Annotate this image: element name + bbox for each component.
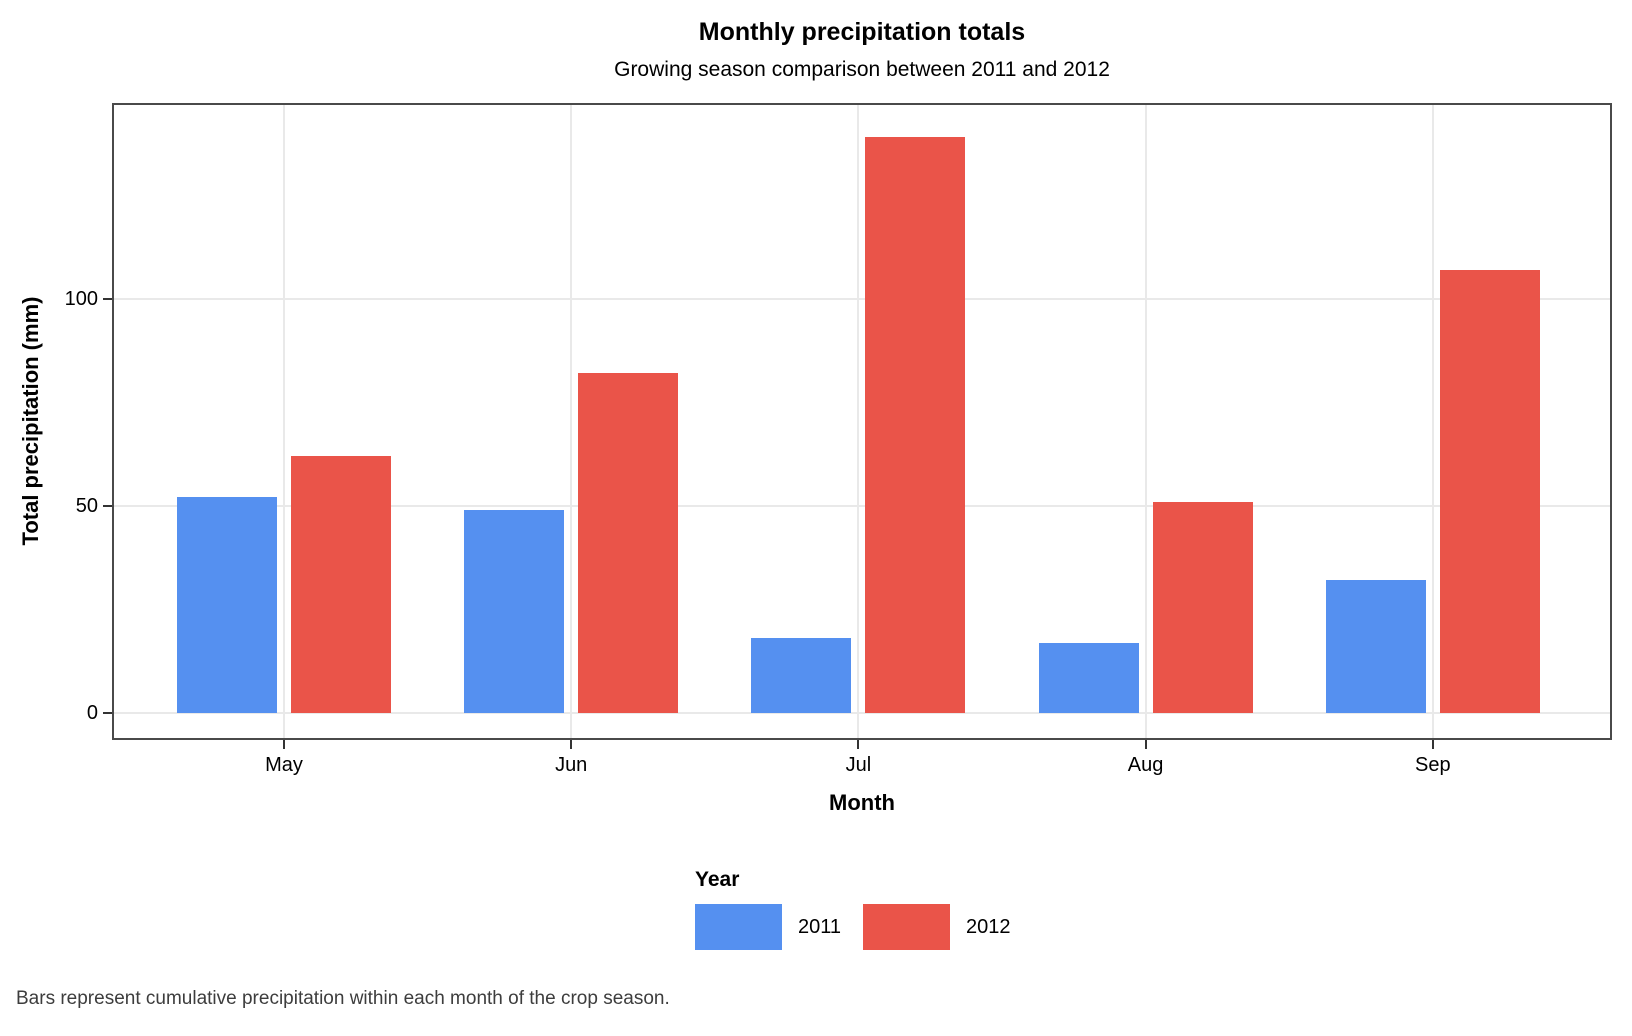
- legend-item-2011: 2011: [695, 904, 841, 950]
- x-tick-mark-Sep: [1431, 740, 1434, 749]
- y-tick-mark-0: [103, 712, 112, 714]
- x-axis-title: Month: [829, 790, 895, 815]
- legend: Year 2011 2012: [695, 868, 1033, 950]
- y-tick-label-0: 0: [86, 702, 98, 724]
- plot-panel: [112, 103, 1612, 740]
- x-tick-mark-May: [283, 740, 285, 749]
- bar-2012-May: [291, 456, 391, 713]
- gridline-horizontal-0: [114, 712, 1610, 714]
- bar-2011-Jul: [751, 638, 852, 713]
- bar-2011-Jun: [464, 509, 565, 713]
- x-tick-label-Jul: Jul: [845, 754, 872, 776]
- caption: Bars represent cumulative precipitation …: [16, 988, 670, 1009]
- bar-2011-Aug: [1038, 642, 1139, 713]
- gridline-horizontal-50: [114, 504, 1610, 507]
- legend-label-2011: 2011: [798, 915, 842, 938]
- gridline-vertical-Aug: [1144, 105, 1147, 738]
- x-tick-label-May: May: [265, 754, 303, 776]
- bar-2012-Sep: [1439, 269, 1540, 713]
- x-tick-label-Jun: Jun: [555, 754, 588, 776]
- x-tick-mark-Jul: [857, 740, 860, 749]
- legend-keys: 2011 2012: [695, 904, 1033, 950]
- legend-swatch-2011: [695, 904, 782, 950]
- y-tick-mark-50: [103, 504, 112, 507]
- gridline-horizontal-100: [114, 297, 1610, 300]
- bar-2012-Aug: [1152, 501, 1253, 713]
- chart-subtitle: Growing season comparison between 2011 a…: [614, 58, 1110, 81]
- legend-label-2012: 2012: [966, 915, 1011, 938]
- y-tick-label-50: 50: [75, 494, 98, 517]
- gridline-vertical-Jul: [857, 105, 860, 738]
- gridline-vertical-May: [283, 105, 285, 738]
- bar-2011-May: [177, 497, 277, 713]
- chart-title: Monthly precipitation totals: [698, 18, 1026, 46]
- x-tick-label-Sep: Sep: [1415, 754, 1451, 776]
- y-tick-label-100: 100: [64, 287, 98, 310]
- bar-2012-Jul: [865, 136, 966, 713]
- bar-2012-Jun: [578, 373, 679, 713]
- bar-2011-Sep: [1325, 580, 1426, 713]
- gridline-vertical-Jun: [570, 105, 573, 738]
- y-tick-mark-100: [103, 297, 112, 300]
- legend-item-2012: 2012: [863, 904, 1011, 950]
- x-tick-mark-Jun: [570, 740, 573, 749]
- legend-swatch-2012: [863, 904, 951, 950]
- x-tick-mark-Aug: [1144, 740, 1147, 749]
- gridline-vertical-Sep: [1431, 105, 1434, 738]
- x-tick-label-Aug: Aug: [1127, 754, 1164, 776]
- legend-title: Year: [695, 868, 740, 891]
